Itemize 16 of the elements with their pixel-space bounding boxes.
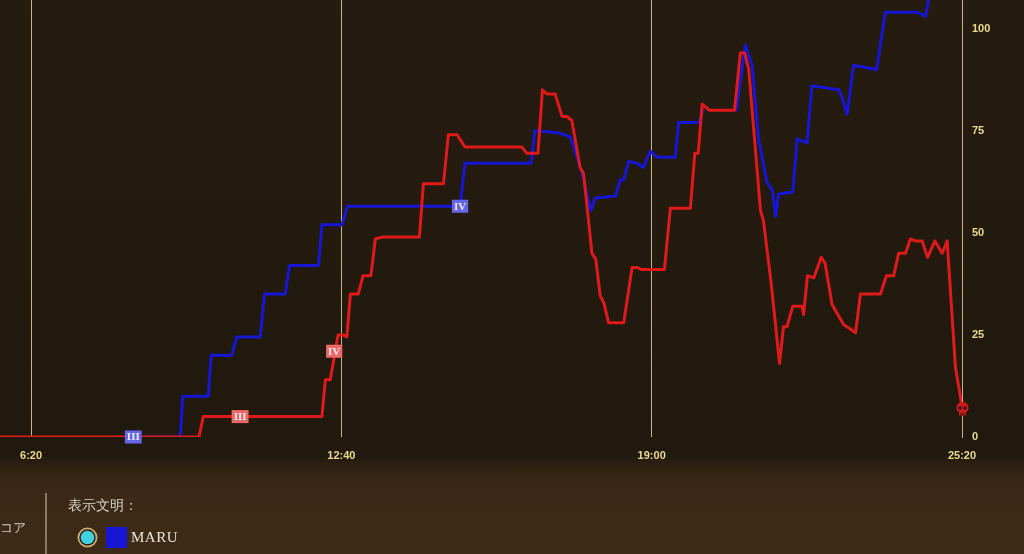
y-tick-label: 75 [972,123,985,136]
y-tick-label: 0 [972,430,979,443]
text: コア [0,519,26,537]
annotation: IV [328,344,341,357]
legend-title: 表示文明： [68,496,139,514]
y-tick-label: 100 [972,21,991,34]
x-tick-label: 12:40 [327,448,356,461]
legend-label: MARU [131,529,179,546]
x-tick-label: 19:00 [637,448,666,461]
x-tick-label: 25:20 [947,448,977,461]
x-tick-label: 6:20 [20,448,43,461]
annotation: IV [453,199,467,212]
y-tick-label: 25 [972,327,985,340]
annotation: III [126,430,140,443]
annotation: III [233,409,247,422]
y-tick-label: 50 [972,225,985,238]
